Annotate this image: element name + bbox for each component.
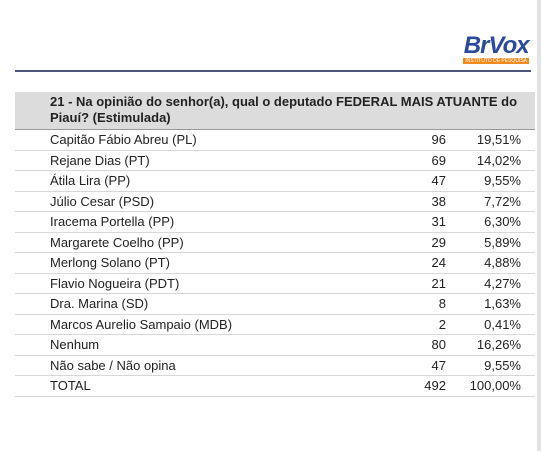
vote-count: 38 [356, 191, 446, 212]
candidate-name: Não sabe / Não opina [15, 355, 356, 376]
logo-subtitle: INSTITUTO DE PESQUISA [463, 58, 529, 64]
vote-percent: 6,30% [446, 211, 535, 233]
candidate-name: Flavio Nogueira (PDT) [15, 273, 356, 294]
candidate-name: Marcos Aurelio Sampaio (MDB) [15, 314, 356, 335]
vote-count: 21 [356, 273, 446, 294]
candidate-name: TOTAL [15, 375, 356, 397]
vote-percent: 7,72% [446, 191, 535, 212]
vote-percent: 5,89% [446, 232, 535, 253]
vote-count: 47 [356, 170, 446, 192]
vote-percent: 100,00% [446, 375, 535, 397]
candidate-name: Iracema Portella (PP) [15, 211, 356, 233]
vote-count: 69 [356, 150, 446, 171]
logo-name: BrVox [463, 32, 530, 59]
vote-percent: 9,55% [446, 170, 535, 192]
candidate-name: Nenhum [15, 334, 356, 356]
vote-percent: 16,26% [446, 334, 535, 356]
table-row: Átila Lira (PP) 47 9,55% [15, 170, 535, 192]
header-rule [15, 70, 531, 72]
question: 21 - Na opinião do senhor(a), qual o dep… [15, 92, 535, 130]
vote-count: 2 [356, 314, 446, 335]
table-row: Marcos Aurelio Sampaio (MDB) 2 0,41% [15, 314, 535, 335]
vote-percent: 14,02% [446, 150, 535, 171]
vote-count: 29 [356, 232, 446, 253]
vote-percent: 9,55% [446, 355, 535, 376]
table-row: Iracema Portella (PP) 31 6,30% [15, 211, 535, 233]
vote-percent: 1,63% [446, 293, 535, 315]
vote-count: 24 [356, 252, 446, 274]
candidate-name: Átila Lira (PP) [15, 170, 356, 192]
vote-percent: 4,88% [446, 252, 535, 274]
table-row: TOTAL 492 100,00% [15, 375, 535, 397]
vote-count: 492 [356, 375, 446, 397]
table-row: Margarete Coelho (PP) 29 5,89% [15, 232, 535, 253]
candidate-name: Merlong Solano (PT) [15, 252, 356, 274]
vote-count: 96 [356, 129, 446, 151]
vote-percent: 4,27% [446, 273, 535, 294]
table-row: Nenhum 80 16,26% [15, 334, 535, 356]
candidate-name: Rejane Dias (PT) [15, 150, 356, 171]
table-row: Dra. Marina (SD) 8 1,63% [15, 293, 535, 315]
table-row: Flavio Nogueira (PDT) 21 4,27% [15, 273, 535, 294]
table-row: Rejane Dias (PT) 69 14,02% [15, 150, 535, 171]
vote-count: 80 [356, 334, 446, 356]
vote-percent: 0,41% [446, 314, 535, 335]
vote-count: 8 [356, 293, 446, 315]
results-table: 21 - Na opinião do senhor(a), qual o dep… [15, 92, 535, 397]
logo: BrVox INSTITUTO DE PESQUISA [463, 32, 530, 64]
table-row: Júlio Cesar (PSD) 38 7,72% [15, 191, 535, 212]
candidate-name: Margarete Coelho (PP) [15, 232, 356, 253]
vote-count: 31 [356, 211, 446, 233]
candidate-name: Dra. Marina (SD) [15, 293, 356, 315]
table-row: Capitão Fábio Abreu (PL) 96 19,51% [15, 129, 535, 151]
vote-count: 47 [356, 355, 446, 376]
candidate-name: Júlio Cesar (PSD) [15, 191, 356, 212]
table-row: Não sabe / Não opina 47 9,55% [15, 355, 535, 376]
candidate-name: Capitão Fábio Abreu (PL) [15, 129, 356, 151]
vote-percent: 19,51% [446, 129, 535, 151]
table-row: Merlong Solano (PT) 24 4,88% [15, 252, 535, 274]
